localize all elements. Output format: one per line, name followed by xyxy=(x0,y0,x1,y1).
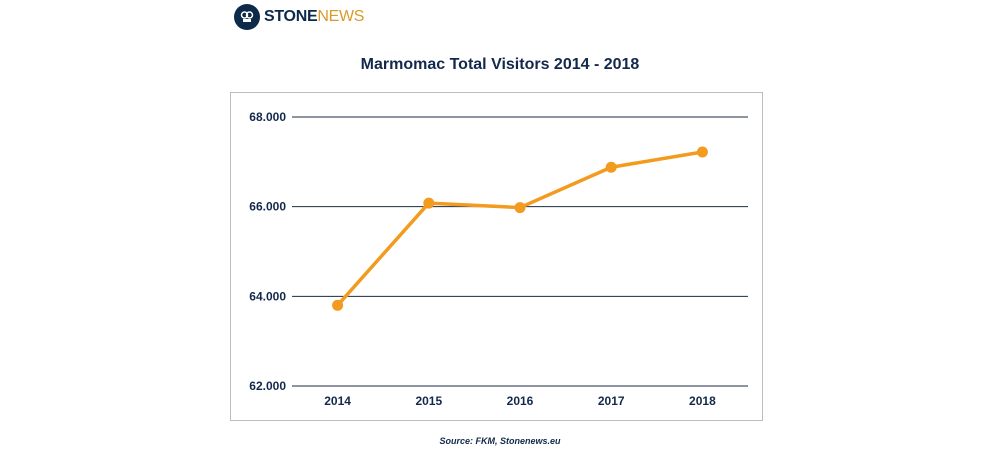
logo-text-news: NEWS xyxy=(317,8,365,25)
x-tick-label: 2018 xyxy=(689,394,716,408)
y-tick-label: 64.000 xyxy=(249,289,286,303)
data-point xyxy=(605,161,617,173)
x-tick-label: 2016 xyxy=(507,394,534,408)
chart-frame xyxy=(230,92,763,421)
x-tick-label: 2017 xyxy=(598,394,625,408)
logo-badge-icon xyxy=(234,4,260,30)
source-note: Source: FKM, Stonenews.eu xyxy=(439,436,561,446)
stonenews-logo: STONENEWS xyxy=(234,3,364,31)
y-tick-label: 66.000 xyxy=(249,200,286,214)
series-line xyxy=(335,150,705,308)
chart-title: Marmomac Total Visitors 2014 - 2018 xyxy=(360,56,640,73)
x-tick-label: 2015 xyxy=(415,394,442,408)
data-point xyxy=(696,146,708,158)
y-tick-label: 62.000 xyxy=(249,379,286,393)
logo-text: STONENEWS xyxy=(264,8,364,26)
y-tick-label: 68.000 xyxy=(249,110,286,124)
logo-text-stone: STONE xyxy=(264,8,318,25)
x-tick-label: 2014 xyxy=(324,394,351,408)
data-point xyxy=(514,202,526,214)
data-point xyxy=(332,299,344,311)
data-point xyxy=(423,197,435,209)
